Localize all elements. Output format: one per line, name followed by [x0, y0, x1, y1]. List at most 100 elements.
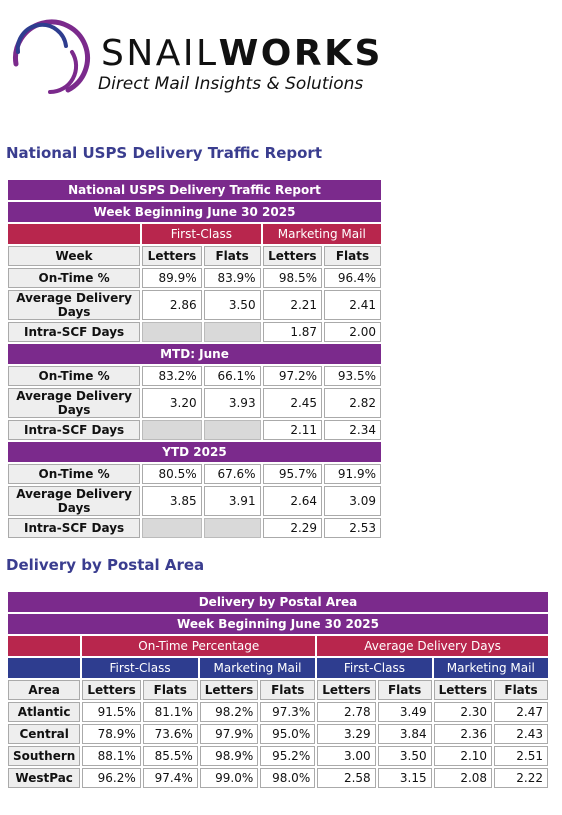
- column-header: Flats: [377, 680, 432, 700]
- value-cell: 67.6%: [203, 464, 261, 484]
- area-label: Central: [8, 724, 81, 744]
- table-row: On-Time % 83.2% 66.1% 97.2% 93.5%: [8, 366, 381, 386]
- snail-swirl-icon: [13, 19, 90, 95]
- value-cell: 83.9%: [203, 268, 261, 288]
- mail-class-header: First-Class: [317, 658, 432, 678]
- value-cell: 2.64: [262, 486, 323, 516]
- value-cell: 95.2%: [260, 746, 316, 766]
- mail-class-header: First-Class: [142, 224, 261, 244]
- value-cell: 2.36: [433, 724, 493, 744]
- value-cell: 93.5%: [324, 366, 381, 386]
- mtd-banner-row: MTD: June: [8, 344, 381, 364]
- mail-class-header: Marketing Mail: [433, 658, 548, 678]
- value-cell: 3.50: [203, 290, 261, 320]
- table-title-row: Delivery by Postal Area: [8, 592, 548, 612]
- column-header: Letters: [262, 246, 323, 266]
- value-cell: 3.93: [203, 388, 261, 418]
- value-cell: 3.85: [142, 486, 202, 516]
- area-label: WestPac: [8, 768, 81, 788]
- ytd-banner-row: YTD 2025: [8, 442, 381, 462]
- table-row: WestPac 96.2% 97.4% 99.0% 98.0% 2.58 3.15 2.08 2…: [8, 768, 548, 788]
- column-header: Letters: [317, 680, 376, 700]
- area-label: Southern: [8, 746, 81, 766]
- empty-cell: [142, 518, 202, 538]
- column-header: Letters: [199, 680, 259, 700]
- brand-wordmark: SNAILWORKS: [101, 36, 383, 72]
- row-label: On-Time %: [8, 268, 141, 288]
- table-row: Intra-SCF Days 2.29 2.53: [8, 518, 381, 538]
- week-banner: Week Beginning June 30 2025: [8, 202, 381, 222]
- table-row: Atlantic 91.5% 81.1% 98.2% 97.3% 2.78 3.49 2.30…: [8, 702, 548, 722]
- value-cell: 78.9%: [82, 724, 141, 744]
- postal-area-table: Delivery by Postal Area Week Beginning Ju…: [6, 590, 550, 790]
- mail-group-row: First-Class Marketing Mail First-Class Mark…: [8, 658, 548, 678]
- column-header: Flats: [142, 680, 198, 700]
- blank-corner: [8, 224, 141, 244]
- row-label: On-Time %: [8, 464, 141, 484]
- column-header: Letters: [82, 680, 141, 700]
- empty-cell: [142, 322, 202, 342]
- value-cell: 3.20: [142, 388, 202, 418]
- column-header: Letters: [142, 246, 202, 266]
- table-title: Delivery by Postal Area: [8, 592, 548, 612]
- national-section-heading: National USPS Delivery Traffic Report: [6, 144, 322, 162]
- table-title: National USPS Delivery Traffic Report: [8, 180, 381, 200]
- value-cell: 98.0%: [260, 768, 316, 788]
- row-label: Intra-SCF Days: [8, 322, 141, 342]
- value-cell: 3.84: [377, 724, 432, 744]
- table-row: On-Time % 80.5% 67.6% 95.7% 91.9%: [8, 464, 381, 484]
- mail-class-header: First-Class: [82, 658, 198, 678]
- table-row: Average Delivery Days 3.20 3.93 2.45 2.82: [8, 388, 381, 418]
- value-cell: 99.0%: [199, 768, 259, 788]
- value-cell: 3.91: [203, 486, 261, 516]
- value-cell: 2.08: [433, 768, 493, 788]
- value-cell: 3.50: [377, 746, 432, 766]
- value-cell: 2.21: [262, 290, 323, 320]
- area-label: Atlantic: [8, 702, 81, 722]
- value-cell: 80.5%: [142, 464, 202, 484]
- value-cell: 2.45: [262, 388, 323, 418]
- column-header: Letters: [433, 680, 493, 700]
- value-cell: 98.9%: [199, 746, 259, 766]
- column-header: Flats: [494, 680, 548, 700]
- table-row: Southern 88.1% 85.5% 98.9% 95.2% 3.00 3.50 2.10…: [8, 746, 548, 766]
- postal-section-heading: Delivery by Postal Area: [6, 556, 205, 574]
- metric-group-row: On-Time Percentage Average Delivery Days: [8, 636, 548, 656]
- week-label-header: Week: [8, 246, 141, 266]
- week-banner: Week Beginning June 30 2025: [8, 614, 548, 634]
- value-cell: 81.1%: [142, 702, 198, 722]
- value-cell: 83.2%: [142, 366, 202, 386]
- value-cell: 66.1%: [203, 366, 261, 386]
- row-label: Intra-SCF Days: [8, 420, 141, 440]
- empty-cell: [203, 420, 261, 440]
- row-label: Average Delivery Days: [8, 388, 141, 418]
- week-banner-row: Week Beginning June 30 2025: [8, 614, 548, 634]
- table-row: Average Delivery Days 3.85 3.91 2.64 3.09: [8, 486, 381, 516]
- mail-class-header: Marketing Mail: [262, 224, 381, 244]
- value-cell: 2.11: [262, 420, 323, 440]
- value-cell: 95.0%: [260, 724, 316, 744]
- value-cell: 91.9%: [324, 464, 381, 484]
- blank-corner: [8, 636, 81, 656]
- empty-cell: [203, 518, 261, 538]
- value-cell: 2.82: [324, 388, 381, 418]
- value-cell: 96.4%: [324, 268, 381, 288]
- table-title-row: National USPS Delivery Traffic Report: [8, 180, 381, 200]
- value-cell: 3.49: [377, 702, 432, 722]
- value-cell: 96.2%: [82, 768, 141, 788]
- area-label-header: Area: [8, 680, 81, 700]
- row-label: Average Delivery Days: [8, 486, 141, 516]
- value-cell: 97.9%: [199, 724, 259, 744]
- mtd-banner: MTD: June: [8, 344, 381, 364]
- value-cell: 2.29: [262, 518, 323, 538]
- column-header: Flats: [260, 680, 316, 700]
- row-label: Average Delivery Days: [8, 290, 141, 320]
- value-cell: 3.29: [317, 724, 376, 744]
- value-cell: 3.15: [377, 768, 432, 788]
- empty-cell: [203, 322, 261, 342]
- value-cell: 95.7%: [262, 464, 323, 484]
- metric-group-header: On-Time Percentage: [82, 636, 316, 656]
- ytd-banner: YTD 2025: [8, 442, 381, 462]
- row-label: On-Time %: [8, 366, 141, 386]
- value-cell: 97.2%: [262, 366, 323, 386]
